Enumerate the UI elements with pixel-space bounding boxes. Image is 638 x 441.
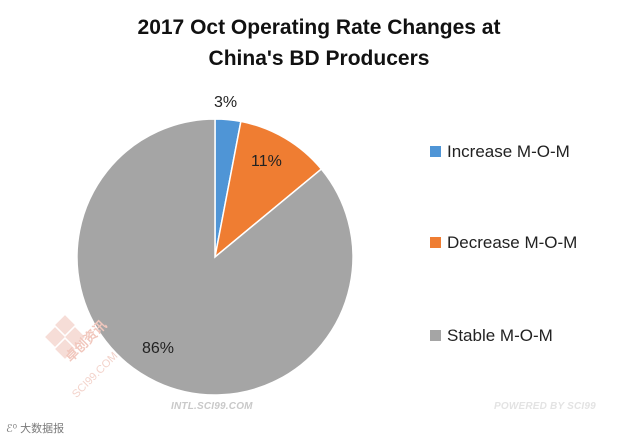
legend-swatch-stable	[430, 330, 441, 342]
legend-label-increase: Increase M-O-M	[447, 142, 570, 161]
brand-text: 大数据报	[20, 423, 65, 435]
pie-slice-decrease	[213, 120, 323, 259]
legend-swatch-increase	[430, 146, 441, 158]
legend-swatch-decrease	[430, 237, 441, 249]
watermark-logo	[45, 315, 85, 359]
slice-label-stable: 86%	[142, 340, 175, 357]
footer-source-right: POWERED BY SCI99	[494, 401, 596, 412]
brand-icon: ℰ⁰	[6, 423, 18, 435]
legend-label-decrease: Decrease M-O-M	[447, 233, 578, 252]
legend-label-stable: Stable M-O-M	[447, 326, 553, 345]
legend-item-increase: Increase M-O-M	[430, 142, 570, 162]
brand-mark: ℰ⁰ 大数据报	[6, 420, 64, 436]
slice-label-increase: 3%	[214, 94, 238, 111]
chart-title-line-1: 2017 Oct Operating Rate Changes at	[137, 16, 501, 39]
chart-title: 2017 Oct Operating Rate Changes at China…	[0, 12, 638, 74]
pie-slice-stable	[76, 118, 354, 396]
legend-item-stable: Stable M-O-M	[430, 326, 553, 346]
chart-title-line-2: China's BD Producers	[208, 47, 430, 70]
legend-item-decrease: Decrease M-O-M	[430, 233, 577, 253]
footer-source-left: INTL.SCI99.COM	[171, 401, 253, 412]
slice-label-decrease: 11%	[251, 153, 282, 170]
